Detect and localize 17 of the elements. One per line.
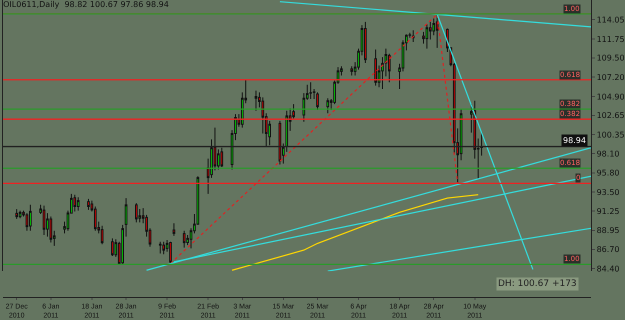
y-tick-label: 84.40 xyxy=(596,264,620,274)
text: DH: 100.67 +173 xyxy=(498,279,577,289)
y-tick-label: 95.80 xyxy=(596,168,620,178)
y-tick-label: 91.25 xyxy=(596,206,620,216)
y-tick-label: 93.50 xyxy=(596,188,620,197)
ref-line-label: 98.94 xyxy=(563,136,586,145)
chart-title: OIL0611,Daily 98.82 100.67 97.86 98.94 xyxy=(3,0,169,10)
y-tick-label: 86.70 xyxy=(596,245,620,254)
y-tick-label: 98.10 xyxy=(596,149,620,158)
y-tick-label: 88.95 xyxy=(596,226,620,236)
y-tick-label: 111.75 xyxy=(596,34,625,44)
y-tick-label: 104.90 xyxy=(596,92,625,102)
y-tick-label: 107.20 xyxy=(596,73,625,82)
y-tick-label: 102.65 xyxy=(596,111,625,120)
y-tick-label: 100.35 xyxy=(596,130,625,140)
y-tick-label: 109.50 xyxy=(596,54,625,63)
y-tick-label: 114.05 xyxy=(596,16,625,25)
